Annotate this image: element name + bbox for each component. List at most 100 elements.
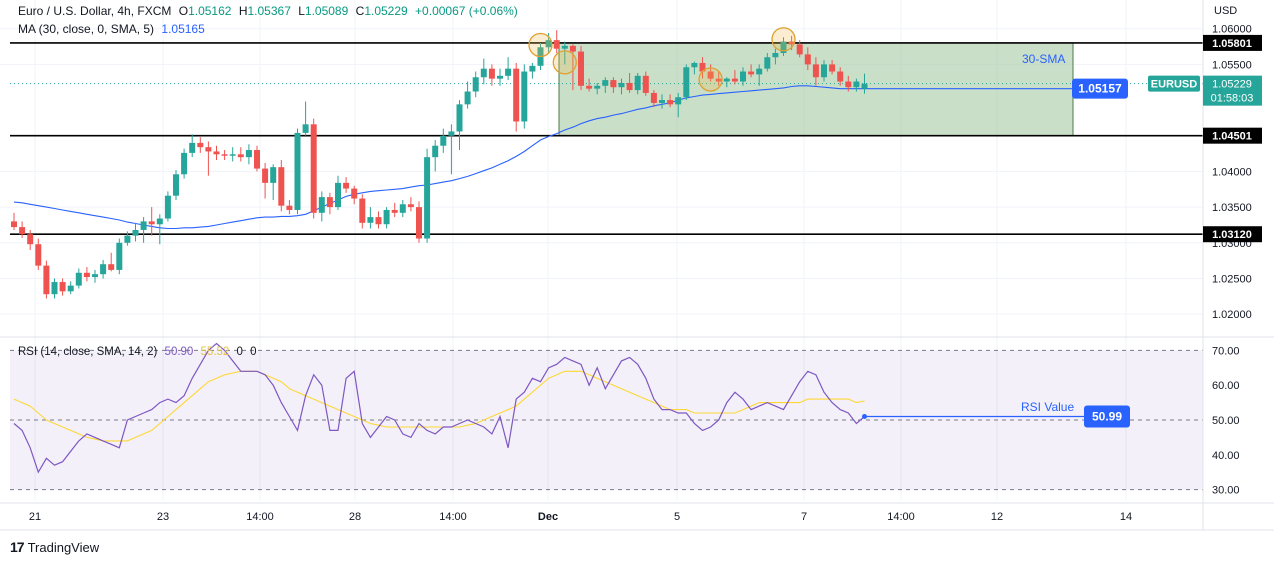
candle-body bbox=[286, 205, 293, 210]
rsi-tick-label: 50.00 bbox=[1212, 415, 1240, 427]
price-tags: 1.05801 1.04501 1.03120 1.05157 EURUSD 1.0522… bbox=[1072, 34, 1262, 243]
candle-body bbox=[351, 188, 358, 199]
candle-body bbox=[675, 97, 682, 105]
rsi-value-tag-text: 50.99 bbox=[1092, 410, 1122, 424]
candle-body bbox=[254, 150, 260, 169]
candle-body bbox=[383, 209, 390, 225]
price-axis-unit: USD bbox=[1214, 5, 1237, 17]
candle-body bbox=[229, 154, 236, 156]
rsi-value-tag bbox=[1084, 405, 1130, 428]
open-value: 1.05162 bbox=[188, 4, 232, 18]
candle-body bbox=[448, 131, 455, 136]
candle-body bbox=[837, 71, 844, 82]
candle-body bbox=[278, 167, 285, 206]
candle-body bbox=[861, 83, 868, 89]
candle-body bbox=[359, 198, 366, 223]
candle-body bbox=[116, 242, 123, 270]
candle-body bbox=[821, 64, 827, 78]
time-tick-label: 14:00 bbox=[439, 511, 467, 523]
price-tick-label: 1.05500 bbox=[1212, 59, 1252, 71]
ma-legend-value: 1.05165 bbox=[161, 22, 205, 36]
candle-body bbox=[43, 265, 50, 295]
candle-body bbox=[764, 57, 771, 69]
candle-body bbox=[545, 40, 552, 48]
swing-circle bbox=[698, 67, 723, 92]
time-tick-label: 14:00 bbox=[246, 511, 274, 523]
candle-body bbox=[318, 197, 325, 213]
ma-value-tag bbox=[1072, 78, 1128, 99]
candle-body bbox=[27, 234, 34, 245]
ma-legend-label: MA (30, close, 0, SMA, 5) bbox=[18, 22, 155, 36]
time-tick-label: Dec bbox=[538, 511, 558, 523]
candle-body bbox=[594, 85, 601, 89]
candle-body bbox=[132, 229, 139, 236]
brand-name: TradingView bbox=[27, 539, 100, 555]
rsi-legend-label: RSI (14, close, SMA, 14, 2) bbox=[18, 346, 158, 358]
candle-body bbox=[75, 272, 82, 286]
candle-body bbox=[424, 157, 431, 239]
candle-body bbox=[578, 51, 584, 86]
level-price-tag bbox=[1203, 34, 1262, 51]
candle-body bbox=[723, 78, 730, 82]
candle-body bbox=[407, 204, 414, 208]
candle-body bbox=[521, 71, 528, 122]
price-tick-label: 1.02500 bbox=[1212, 273, 1252, 285]
candle-body bbox=[294, 132, 301, 210]
candle-body bbox=[367, 217, 374, 223]
candle-body bbox=[108, 264, 115, 270]
candle-body bbox=[310, 124, 317, 213]
candle-body bbox=[262, 168, 269, 183]
candle-body bbox=[715, 78, 722, 82]
time-tick-label: 5 bbox=[674, 511, 680, 523]
symbol-tag-text: EURUSD bbox=[1151, 79, 1198, 91]
time-tick-label: 12 bbox=[991, 511, 1003, 523]
candle-body bbox=[51, 282, 58, 295]
candles bbox=[11, 30, 868, 299]
symbol-tag bbox=[1148, 75, 1200, 92]
level-price-tag-text: 1.04501 bbox=[1212, 131, 1252, 143]
candle-body bbox=[740, 71, 746, 82]
swing-circle bbox=[528, 32, 553, 58]
ma-legend: MA (30, close, 0, SMA, 5) 1.05165 bbox=[18, 22, 209, 36]
candle-body bbox=[626, 82, 633, 91]
rsi-line bbox=[13, 342, 865, 474]
tradingview-brand[interactable]: 17 TradingView bbox=[10, 539, 99, 555]
candle-body bbox=[416, 207, 422, 239]
candle-body bbox=[237, 154, 244, 158]
ma-value-tag-text: 1.05157 bbox=[1078, 82, 1122, 96]
candle-body bbox=[853, 81, 860, 88]
candle-body bbox=[391, 209, 398, 213]
rsi-legend: RSI (14, close, SMA, 14, 2) 50.90 55.52 … bbox=[18, 346, 261, 358]
candle-body bbox=[375, 217, 382, 225]
time-tick-label: 23 bbox=[157, 511, 169, 523]
candle-body bbox=[772, 52, 779, 58]
time-tick-label: 14:00 bbox=[887, 511, 915, 523]
candle-body bbox=[92, 274, 98, 278]
candle-body bbox=[788, 41, 795, 45]
candle-body bbox=[100, 264, 107, 275]
candle-body bbox=[683, 67, 690, 98]
candle-body bbox=[699, 62, 706, 72]
swing-circle bbox=[552, 50, 577, 75]
low-value: 1.05089 bbox=[304, 4, 349, 18]
close-label: C bbox=[355, 4, 365, 18]
candle-body bbox=[602, 80, 609, 86]
last-price-tag-text: 1.05229 bbox=[1212, 79, 1252, 91]
time-tick-label: 14 bbox=[1120, 511, 1132, 523]
candle-body bbox=[164, 195, 171, 219]
candle-body bbox=[513, 68, 520, 122]
close-value: 1.05229 bbox=[364, 4, 408, 18]
candle-body bbox=[829, 64, 836, 72]
time-tick-label: 28 bbox=[349, 511, 361, 523]
symbol-title: Euro / U.S. Dollar, 4h, FXCM bbox=[18, 4, 172, 18]
candle-body bbox=[845, 81, 852, 88]
candle-body bbox=[189, 142, 196, 153]
candle-body bbox=[464, 91, 471, 105]
rsi-pane: RSI Value 50.99 bbox=[10, 342, 1203, 491]
candle-body bbox=[326, 197, 333, 208]
high-label: H bbox=[238, 4, 248, 18]
rsi-sma-line bbox=[13, 370, 865, 442]
candle-body bbox=[812, 64, 819, 78]
level-price-tag bbox=[1203, 127, 1262, 144]
